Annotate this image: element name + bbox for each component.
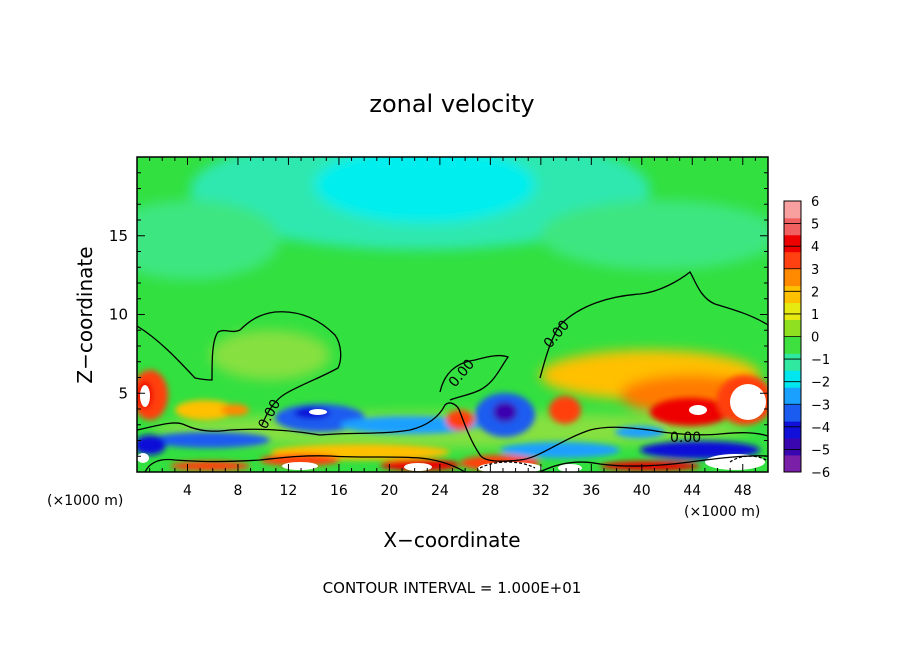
y-tick-label: 10 — [109, 306, 128, 324]
x-tick-label: 36 — [582, 483, 600, 499]
contour-label: 0.00 — [670, 430, 701, 446]
colorbar-tick-label: 0 — [811, 331, 819, 346]
x-unit-right: (×1000 m) — [684, 504, 760, 520]
negative-contour-dashed — [479, 461, 536, 469]
x-tick-label: 32 — [532, 483, 550, 499]
colorbar-tick-label: −1 — [811, 353, 830, 368]
colorbar-band — [784, 421, 801, 439]
x-tick-label: 40 — [633, 483, 651, 499]
colorbar-tick-label: 1 — [811, 308, 819, 323]
colorbar-band — [784, 319, 801, 337]
x-tick-label: 48 — [734, 483, 752, 499]
y-tick-label: 5 — [118, 384, 128, 402]
colorbar-band — [784, 336, 801, 354]
plot-area: 0.00 0.00 0.00 0.00 — [137, 157, 768, 472]
x-tick-label: 4 — [183, 483, 192, 499]
colorbar-band — [784, 268, 801, 287]
colorbar-band — [784, 285, 801, 304]
colorbar-band — [784, 353, 801, 371]
colorbar-band — [784, 217, 801, 236]
x-unit-left: (×1000 m) — [47, 493, 123, 509]
chart-title: zonal velocity — [369, 90, 534, 118]
x-tick-label: 28 — [481, 483, 499, 499]
colorbar-tick-label: −4 — [811, 421, 830, 436]
x-tick-label: 20 — [380, 483, 398, 499]
x-axis-label: X−coordinate — [383, 528, 520, 552]
x-tick-label: 12 — [280, 483, 298, 499]
zero-contour-bottom — [144, 455, 466, 472]
zero-contour-right — [539, 271, 768, 379]
zero-contour-lower — [137, 402, 768, 462]
colorbar-band — [784, 387, 801, 405]
colorbar-tick-label: −5 — [811, 443, 830, 458]
zero-contour-bottom-right — [539, 455, 768, 472]
colorbar-tick-label: 3 — [811, 263, 819, 278]
colorbar-band — [784, 234, 801, 253]
x-tick-label: 44 — [683, 483, 701, 499]
x-tick-label: 24 — [431, 483, 449, 499]
colorbar-tick-label: −6 — [811, 466, 830, 481]
saturated-regions — [137, 384, 766, 472]
colorbar-band — [784, 370, 801, 388]
y-tick-label: 15 — [109, 227, 128, 245]
x-tick-label: 16 — [330, 483, 348, 499]
zero-contour-upper — [137, 311, 342, 426]
colorbar-band — [784, 302, 801, 320]
colorbar-tick-label: −3 — [811, 398, 830, 413]
colorbar: 6 5 4 3 2 1 0 −1 −2 −3 −4 −5 −6 — [783, 195, 830, 481]
x-axis-ticks: 4 8 12 16 20 24 28 32 36 40 44 48 — [136, 157, 769, 499]
contour-interval-footer: CONTOUR INTERVAL = 1.000E+01 — [323, 579, 582, 597]
y-axis-label: Z−coordinate — [73, 246, 97, 383]
colorbar-tick-label: 2 — [811, 285, 819, 300]
colorbar-band — [784, 455, 801, 473]
colorbar-band — [784, 201, 801, 219]
colorbar-tick-label: 5 — [811, 218, 819, 233]
colorbar-band — [784, 438, 801, 456]
zero-contour-middle — [439, 354, 510, 401]
zero-contours — [137, 271, 768, 472]
y-axis-ticks: 5 10 15 — [109, 156, 768, 473]
colorbar-band — [784, 251, 801, 270]
colorbar-tick-label: 6 — [811, 195, 819, 210]
x-tick-label: 8 — [233, 483, 242, 499]
colorbar-band — [784, 404, 801, 422]
colorbar-tick-label: −2 — [811, 376, 830, 391]
colorbar-tick-label: 4 — [811, 240, 819, 255]
